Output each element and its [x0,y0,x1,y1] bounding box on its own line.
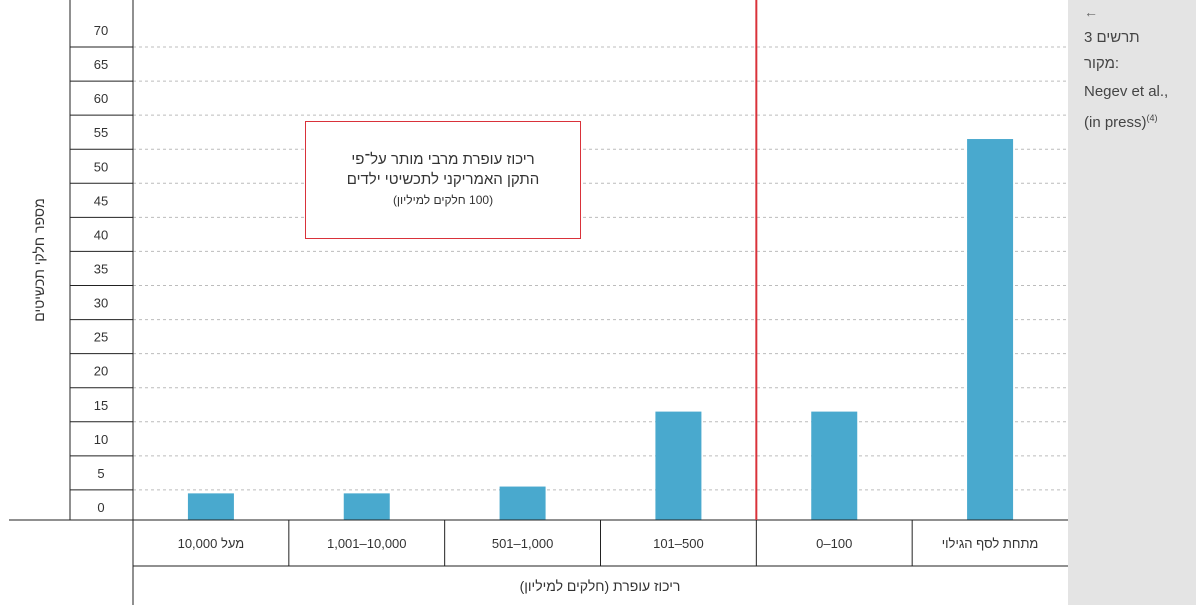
bar-chart: 0 5 10 15 20 25 30 35 40 45 50 55 60 65 70 מתחת לסף הג… [9,0,1068,605]
reference-annotation-box: ריכוז עופרת מרבי מותר על־פי התקן האמריקנ… [305,121,581,239]
x-axis-title: ריכוז עופרת (חלקים למיליון) [520,578,681,594]
source-reference: (4) [1146,113,1158,123]
category-label: מעל 10,000 [178,536,245,551]
y-tick-label: 55 [94,125,108,140]
y-tick-label: 70 [94,23,108,38]
y-tick-label: 15 [94,398,108,413]
y-tick-label: 65 [94,57,108,72]
chart-area: 0 5 10 15 20 25 30 35 40 45 50 55 60 65 70 מתחת לסף הג… [9,0,1068,605]
source-label: מקור: [1084,55,1120,72]
y-tick-label: 30 [94,296,108,311]
y-tick-label: 25 [94,330,108,345]
y-tick-label: 40 [94,227,108,242]
y-tick-label: 10 [94,432,108,447]
annotation-line-1: ריכוז עופרת מרבי מותר על־פי [351,151,535,168]
bar [499,486,546,520]
category-label: 0–100 [816,536,852,551]
category-label: מתחת לסף הגילוי [942,536,1039,551]
y-tick-label: 0 [97,500,104,515]
annotation-line-3: (100 חלקים למיליון) [392,193,494,207]
y-tick-label: 60 [94,91,108,106]
bar [187,493,234,520]
y-axis-title: מספר חלקי תכשיטים [31,198,47,321]
figure-label: תרשים 3 [1084,29,1140,46]
y-tick-label: 35 [94,262,108,277]
figure-caption-panel: ← תרשים 3 מקור: Negev et al., (in press)… [1068,0,1196,605]
bar [967,139,1014,520]
category-label: 501–1,000 [492,536,553,551]
y-tick-label: 20 [94,364,108,379]
annotation-line-2: התקן האמריקני לתכשיטי ילדים [346,171,540,188]
category-label: 1,001–10,000 [327,536,407,551]
bar [655,411,702,520]
y-tick-label: 50 [94,159,108,174]
bar [811,411,858,520]
category-label: 101–500 [653,536,704,551]
back-arrow-icon[interactable]: ← [1084,4,1098,20]
y-tick-label: 45 [94,193,108,208]
y-tick-label: 5 [97,466,104,481]
source-status: (in press)(4) [1084,108,1158,133]
source-status-text: (in press) [1084,114,1147,131]
source-name: Negev et al., [1084,83,1169,100]
bar [343,493,390,520]
